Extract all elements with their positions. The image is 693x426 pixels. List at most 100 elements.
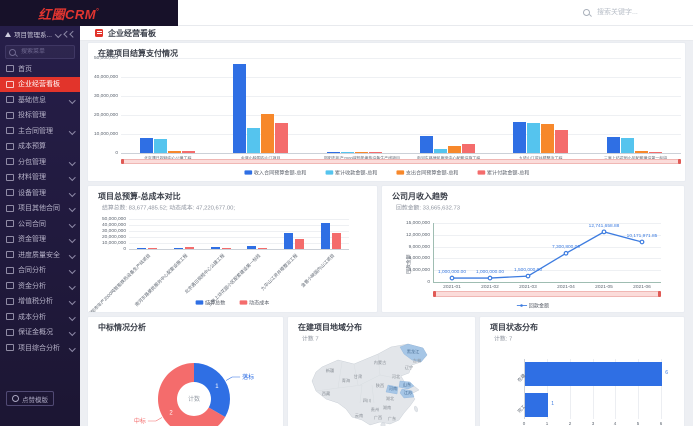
bar-结算总数[interactable] [283,233,293,249]
legend-item[interactable]: 动态成本 [239,299,269,306]
y-axis-label: 30,000,000 [101,228,126,234]
legend-item[interactable]: 结算总数 [195,299,225,306]
legend-item[interactable]: 收入合同预算金额-总和 [244,169,307,176]
bar-收入合同预算金额-总和[interactable] [326,152,340,153]
bar-结算总数[interactable] [137,248,147,249]
legend-item[interactable]: 累计付款金额-总和 [477,169,529,176]
global-search[interactable] [583,8,679,17]
collapse-sidebar-icon[interactable] [64,30,76,38]
bar-累计付款金额-总和[interactable] [368,152,382,153]
bar-动态成本[interactable] [148,248,158,249]
bar-动态成本[interactable] [221,248,231,249]
bar-收入合同预算金额-总和[interactable] [140,138,154,153]
sidebar-item-项目综合分析[interactable]: 项目综合分析 [0,340,80,356]
taiwan-island[interactable] [414,405,419,413]
datazoom-handle-left[interactable] [433,291,436,297]
y-axis-label: 20,000,000 [101,234,126,240]
hainan-island[interactable] [380,422,386,426]
bar-累计付款金额-总和[interactable] [462,144,476,153]
sidebar-item-分包管理[interactable]: 分包管理 [0,154,80,170]
sidebar-item-增值税分析[interactable]: 增值税分析 [0,294,80,310]
sidebar-item-基础信息[interactable]: 基础信息 [0,92,80,108]
bar-累计收款金额-总和[interactable] [620,138,634,153]
bar-收入合同预算金额-总和[interactable] [606,137,620,153]
data-point[interactable] [601,229,607,235]
sidebar-item-成本预算[interactable]: 成本预算 [0,139,80,155]
sidebar-item-材料管理[interactable]: 材料管理 [0,170,80,186]
province-label-广东: 广东 [388,415,396,422]
bar-支出合同预算金额-总和[interactable] [261,114,275,153]
sidebar-item-企业经营看板[interactable]: 企业经营看板 [0,76,80,92]
sidebar-item-主合同管理[interactable]: 主合同管理 [0,123,80,139]
legend-item[interactable]: 支出合同预算金额-总和 [396,169,459,176]
workspace-switcher[interactable]: 项目管理系... [0,26,80,42]
x-axis-label: 6 [659,421,663,426]
datazoom-handle-left[interactable] [121,159,124,164]
bar-收入合同预算金额-总和[interactable] [420,136,434,153]
chevron-down-icon [68,96,75,103]
folder-icon [6,344,14,352]
sidebar-item-设备管理[interactable]: 设备管理 [0,185,80,201]
bar-结算总数[interactable] [210,247,220,249]
legend-item[interactable]: 回款金额 [516,302,549,309]
province-highlighted-河南[interactable] [385,384,399,395]
bar-累计收款金额-总和[interactable] [527,122,541,153]
province-border [337,361,343,389]
bar-动态成本[interactable] [331,233,341,249]
bar-累计付款金额-总和[interactable] [275,122,289,153]
bar-结算总数[interactable] [320,222,330,249]
bar-结算总数[interactable] [247,246,257,249]
bar-累计收款金额-总和[interactable] [247,127,261,153]
bar-累计收款金额-总和[interactable] [154,138,168,153]
sidebar-item-进度质量安全[interactable]: 进度质量安全 [0,247,80,263]
template-button[interactable]: 点赞模版 [6,391,54,406]
sidebar-item-资金分析[interactable]: 资金分析 [0,278,80,294]
sidebar-item-成本分析[interactable]: 成本分析 [0,309,80,325]
data-point[interactable] [563,250,569,256]
bar-动态成本[interactable] [258,248,268,249]
bar-动态成本[interactable] [294,239,304,249]
bar-动态成本[interactable] [184,247,194,249]
province-highlighted-江苏[interactable] [399,388,415,399]
bar-累计付款金额-总和[interactable] [555,130,569,153]
menu-search-input[interactable] [19,48,75,56]
province-highlighted-山东[interactable] [398,380,415,390]
bar-支出合同预算金额-总和[interactable] [541,123,555,153]
datazoom-slider[interactable] [121,159,681,164]
sidebar-item-项目其他合同[interactable]: 项目其他合同 [0,201,80,217]
sidebar-item-公司合同[interactable]: 公司合同 [0,216,80,232]
sidebar-item-资金管理[interactable]: 资金管理 [0,232,80,248]
data-point[interactable] [487,275,493,281]
bar-在建[interactable] [525,362,662,386]
bar-支出合同预算金额-总和[interactable] [634,151,648,153]
bar-收入合同预算金额-总和[interactable] [513,122,527,153]
datazoom-handle-right[interactable] [678,159,681,164]
bar-累计收款金额-总和[interactable] [340,152,354,153]
bar-支出合同预算金额-总和[interactable] [448,145,462,153]
bar-支出合同预算金额-总和[interactable] [354,152,368,153]
legend-item[interactable]: 累计收款金额-总和 [325,169,377,176]
pie-slice-落标[interactable] [194,363,230,417]
sidebar-item-保证金概况[interactable]: 保证金概况 [0,325,80,341]
data-point[interactable] [639,239,645,245]
data-point[interactable] [449,275,455,281]
bar-累计付款金额-总和[interactable] [648,152,662,153]
menu-search[interactable] [5,45,75,59]
pie-slice-中标[interactable] [158,363,226,426]
bar-累计付款金额-总和[interactable] [182,151,196,153]
grid-line [129,225,349,226]
search-input[interactable] [595,8,679,17]
bar-完工[interactable] [525,393,548,417]
bar-累计收款金额-总和[interactable] [434,149,448,153]
data-point[interactable] [525,273,531,279]
x-axis-label: 5 [636,421,640,426]
sidebar-item-投标管理[interactable]: 投标管理 [0,108,80,124]
sidebar-item-首页[interactable]: 首页 [0,61,80,77]
province-highlighted-黑龙江[interactable] [399,343,428,363]
datazoom-slider[interactable] [433,291,661,297]
sidebar-item-合同分析[interactable]: 合同分析 [0,263,80,279]
bar-收入合同预算金额-总和[interactable] [233,64,247,153]
datazoom-handle-right[interactable] [658,291,661,297]
bar-支出合同预算金额-总和[interactable] [168,150,182,153]
bar-结算总数[interactable] [173,248,183,249]
